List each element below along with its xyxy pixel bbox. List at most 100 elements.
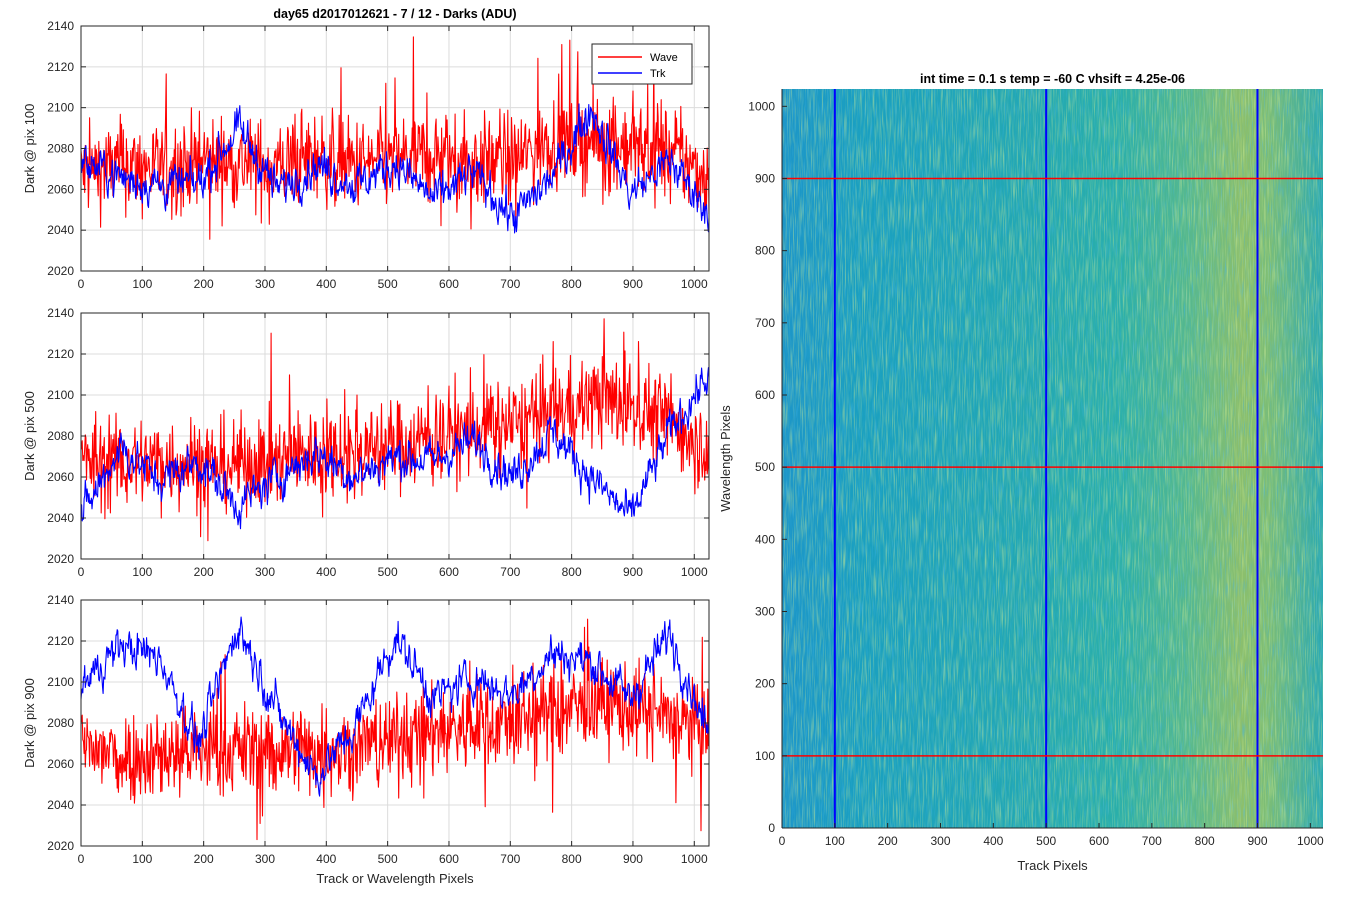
x-tick-label: 1000	[681, 277, 708, 291]
x-tick-label: 400	[316, 565, 336, 579]
y-tick-label: 900	[755, 171, 775, 185]
series-line-trk	[81, 367, 709, 530]
y-tick-label: 2100	[47, 388, 74, 402]
y-tick-label: 2080	[47, 142, 74, 156]
plot-area	[81, 36, 709, 240]
x-tick-label: 900	[1247, 834, 1267, 848]
x-tick-label: 1000	[681, 852, 708, 866]
y-tick-label: 500	[755, 460, 775, 474]
y-tick-label: 2100	[47, 101, 74, 115]
x-tick-label: 300	[255, 565, 275, 579]
x-tick-label: 100	[132, 277, 152, 291]
middle-line-panel: 0 100 200 300 400 500 600 700 800 900 1000 2020 2040…	[22, 306, 710, 579]
heatmap-panel: 0 100 200 300 400 500 600 700 800 900 1000 0 100 200 3…	[718, 72, 1324, 873]
x-tick-label: 400	[316, 852, 336, 866]
x-tick-label: 0	[779, 834, 786, 848]
x-tick-label: 700	[500, 852, 520, 866]
chart-title: day65 d2017012621 - 7 / 12 - Darks (ADU)	[273, 7, 516, 21]
x-tick-label: 0	[78, 277, 85, 291]
y-tick-label: 2060	[47, 470, 74, 484]
x-tick-label: 100	[132, 565, 152, 579]
x-tick-label: 800	[562, 277, 582, 291]
legend-label-trk: Trk	[650, 68, 666, 80]
x-tick-label: 100	[132, 852, 152, 866]
bottom-line-panel: 0 100 200 300 400 500 600 700 800 900 1000 2020 2040…	[22, 593, 710, 886]
x-tick-label: 300	[255, 852, 275, 866]
heatmap-texture-cool	[782, 89, 1323, 828]
series-line-trk	[81, 616, 709, 797]
x-tick-label: 300	[255, 277, 275, 291]
x-tick-label: 200	[194, 565, 214, 579]
x-tick-label: 500	[378, 565, 398, 579]
y-tick-label: 100	[755, 749, 775, 763]
chart-title: int time = 0.1 s temp = -60 C vhsift = 4…	[920, 72, 1185, 86]
y-tick-label: 2120	[47, 347, 74, 361]
y-tick-label: 2080	[47, 716, 74, 730]
y-tick-label: 2040	[47, 511, 74, 525]
y-tick-label: 2120	[47, 634, 74, 648]
y-axis-label: Wavelength Pixels	[718, 405, 733, 512]
x-tick-label: 500	[378, 277, 398, 291]
y-tick-label: 2040	[47, 223, 74, 237]
x-tick-label: 800	[562, 852, 582, 866]
y-tick-label: 2020	[47, 552, 74, 566]
x-tick-label: 700	[1142, 834, 1162, 848]
y-axis-label: Dark @ pix 100	[22, 104, 37, 194]
legend-label-wave: Wave	[650, 52, 678, 64]
series-line-wave	[81, 618, 709, 841]
x-axis-label: Track or Wavelength Pixels	[316, 871, 474, 886]
y-tick-label: 1000	[748, 99, 775, 113]
x-tick-label: 900	[623, 277, 643, 291]
y-axis-label: Dark @ pix 900	[22, 678, 37, 768]
x-tick-label: 600	[439, 852, 459, 866]
y-tick-label: 2100	[47, 675, 74, 689]
y-tick-label: 2120	[47, 60, 74, 74]
series-line-trk	[81, 103, 709, 234]
x-tick-label: 900	[623, 565, 643, 579]
x-tick-label: 600	[439, 277, 459, 291]
top-line-panel: 0 100 200 300 400 500 600 700 800 900 1000 2020 2040…	[22, 7, 710, 291]
y-tick-label: 2140	[47, 306, 74, 320]
x-tick-label: 200	[194, 852, 214, 866]
x-tick-label: 200	[194, 277, 214, 291]
y-axis-label: Dark @ pix 500	[22, 391, 37, 481]
x-tick-label: 100	[825, 834, 845, 848]
x-tick-label: 900	[623, 852, 643, 866]
y-tick-label: 2140	[47, 19, 74, 33]
x-tick-label: 1000	[1297, 834, 1324, 848]
x-tick-label: 0	[78, 852, 85, 866]
y-tick-label: 200	[755, 677, 775, 691]
x-tick-label: 1000	[681, 565, 708, 579]
y-tick-label: 2040	[47, 798, 74, 812]
x-tick-label: 800	[1195, 834, 1215, 848]
plot-area	[81, 616, 709, 841]
x-tick-label: 600	[1089, 834, 1109, 848]
y-tick-label: 300	[755, 604, 775, 618]
legend: Wave Trk	[591, 43, 693, 85]
legend-box	[591, 43, 693, 85]
y-tick-label: 600	[755, 388, 775, 402]
y-tick-label: 400	[755, 532, 775, 546]
y-tick-label: 2060	[47, 182, 74, 196]
y-tick-label: 2080	[47, 429, 74, 443]
x-tick-label: 0	[78, 565, 85, 579]
x-tick-label: 300	[930, 834, 950, 848]
x-tick-label: 700	[500, 277, 520, 291]
x-tick-label: 400	[316, 277, 336, 291]
y-tick-label: 2020	[47, 839, 74, 853]
x-tick-label: 800	[562, 565, 582, 579]
y-tick-label: 2140	[47, 593, 74, 607]
x-tick-label: 500	[1036, 834, 1056, 848]
x-tick-label: 200	[878, 834, 898, 848]
y-tick-label: 0	[768, 821, 775, 835]
y-tick-label: 2060	[47, 757, 74, 771]
y-tick-label: 2020	[47, 264, 74, 278]
x-tick-label: 700	[500, 565, 520, 579]
x-tick-label: 500	[378, 852, 398, 866]
y-tick-label: 800	[755, 244, 775, 258]
x-axis-label: Track Pixels	[1017, 858, 1088, 873]
plot-area	[81, 318, 709, 542]
x-tick-label: 600	[439, 565, 459, 579]
x-tick-label: 400	[983, 834, 1003, 848]
